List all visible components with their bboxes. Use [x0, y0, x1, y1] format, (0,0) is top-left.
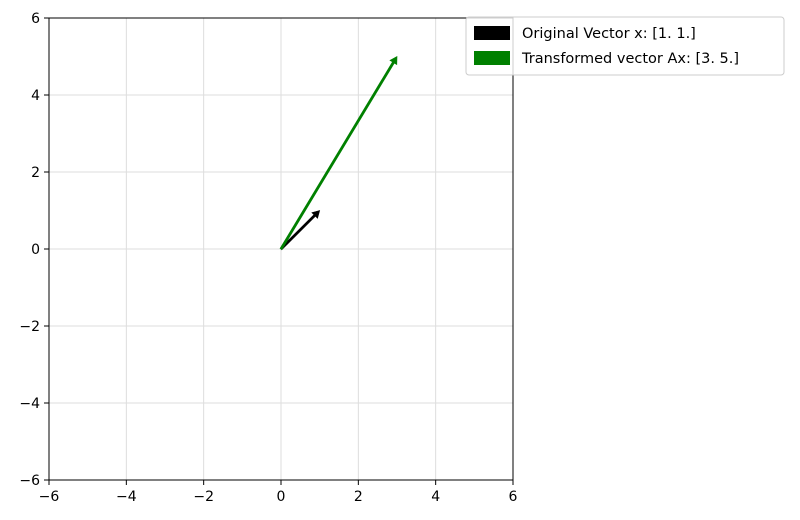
legend-frame — [465, 16, 785, 76]
ticks: −6 −4 −2 0 2 4 6 −6 −4 −2 0 2 4 6 — [19, 11, 517, 505]
y-tick-label: 2 — [31, 165, 40, 181]
x-tick-label: −4 — [116, 489, 137, 505]
x-tick-label: −6 — [39, 489, 60, 505]
legend-label-transformed: Transformed vector Ax: [3. 5.] — [521, 51, 739, 67]
y-tick-label: −4 — [19, 396, 40, 412]
x-tick-label: 4 — [431, 489, 440, 505]
legend: Original Vector x: [1. 1.] Transformed v… — [465, 16, 785, 76]
y-tick-label: 0 — [31, 242, 40, 258]
legend-swatch-original — [474, 26, 510, 40]
legend-swatch-transformed — [474, 51, 510, 65]
x-tick-label: 6 — [509, 489, 518, 505]
transformed-vector-arrow — [279, 55, 398, 250]
y-tick-label: −6 — [19, 473, 40, 489]
y-tick-label: 6 — [31, 11, 40, 27]
y-tick-label: −2 — [19, 319, 40, 335]
x-tick-label: −2 — [193, 489, 214, 505]
legend-label-original: Original Vector x: [1. 1.] — [522, 26, 696, 42]
y-tick-label: 4 — [31, 88, 40, 104]
x-tick-label: 2 — [354, 489, 363, 505]
x-tick-label: 0 — [277, 489, 286, 505]
vectors — [279, 55, 398, 251]
